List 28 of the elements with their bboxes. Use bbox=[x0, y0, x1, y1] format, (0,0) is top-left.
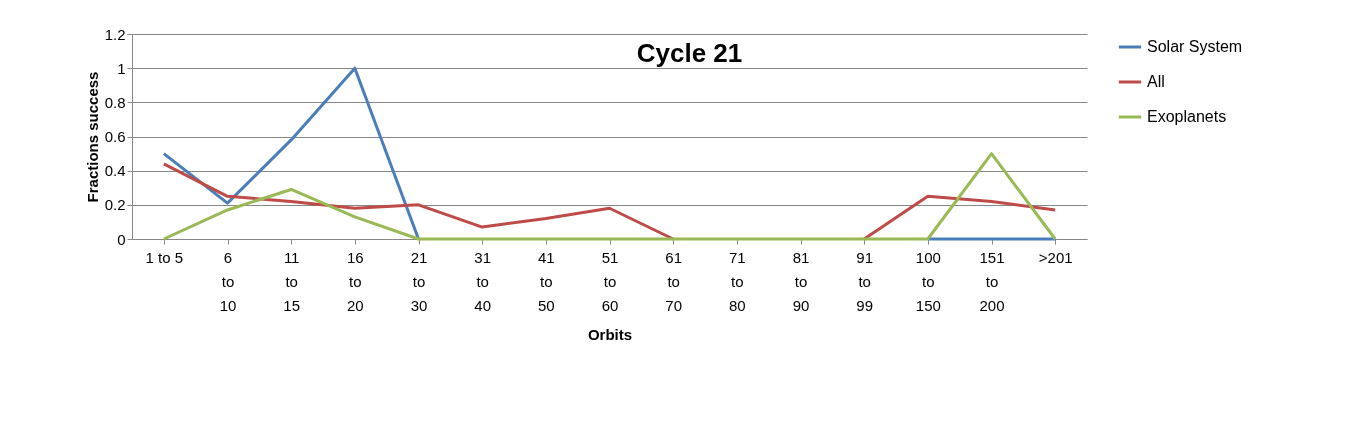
x-tick-label: 61 to 70 bbox=[665, 248, 683, 314]
x-tick-label: 51 to 60 bbox=[601, 248, 619, 314]
x-tick-label: 6 to 10 bbox=[219, 248, 237, 314]
x-tick-label: 11 to 15 bbox=[283, 248, 301, 314]
y-tick-label: 0.4 bbox=[104, 162, 126, 180]
y-tick-label: 0.6 bbox=[104, 128, 126, 145]
x-tick-label: 16 to 20 bbox=[346, 248, 364, 314]
x-tick-label: 91 to 99 bbox=[856, 248, 874, 314]
y-tick-label: 1 bbox=[117, 59, 126, 77]
x-tick-label: 71 to 80 bbox=[728, 248, 746, 314]
y-tick-label: 0 bbox=[117, 230, 126, 248]
x-tick-label: 31 to 40 bbox=[474, 248, 492, 314]
chart-title: Cycle 21 bbox=[636, 38, 743, 68]
y-axis-title: Fractions success bbox=[83, 71, 101, 203]
legend-label: All bbox=[1147, 73, 1165, 90]
legend-label: Solar System bbox=[1147, 38, 1243, 55]
x-tick-label: 81 to 90 bbox=[792, 248, 810, 314]
y-tick-label: 1.2 bbox=[104, 25, 126, 43]
x-tick-label: 100 to 150 bbox=[915, 248, 941, 314]
legend-label: Exoplanets bbox=[1147, 108, 1227, 125]
x-axis-title: Orbits bbox=[587, 325, 633, 343]
y-tick-label: 0.8 bbox=[104, 93, 126, 111]
x-tick-label: 41 to 50 bbox=[537, 248, 555, 314]
x-tick-label: 151 to 200 bbox=[979, 248, 1005, 314]
x-tick-label: 1 to 5 bbox=[145, 248, 184, 266]
x-tick-label: 21 to 30 bbox=[410, 248, 428, 314]
y-tick-label: 0.2 bbox=[104, 196, 126, 214]
x-tick-label: >201 bbox=[1038, 248, 1073, 266]
